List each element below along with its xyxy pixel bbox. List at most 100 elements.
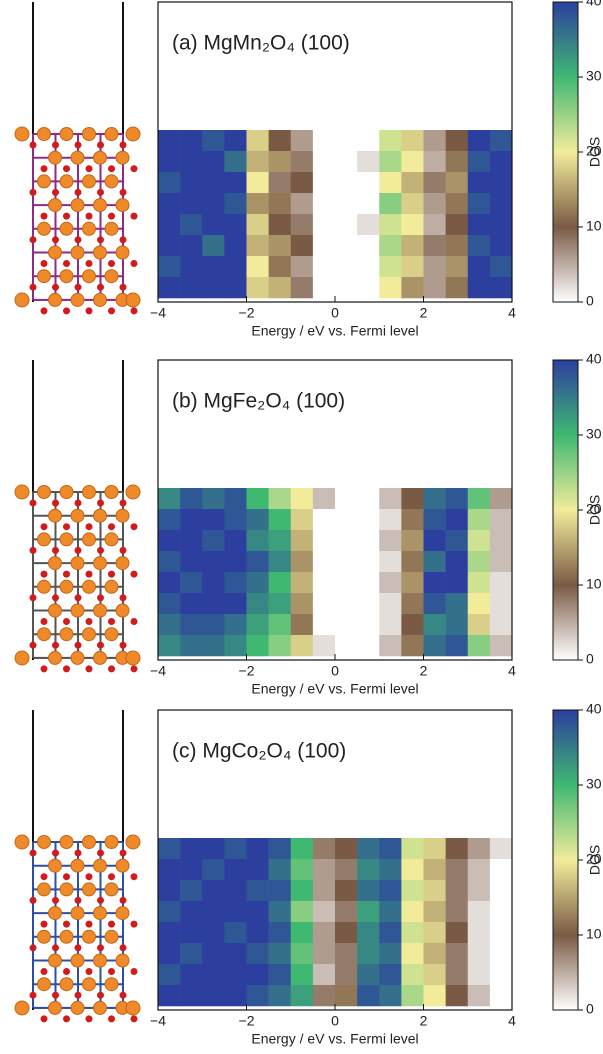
atom	[48, 1000, 62, 1015]
heat-cell	[335, 922, 358, 944]
heat-cell	[445, 922, 469, 944]
heat-cell	[445, 593, 469, 615]
heat-cell	[312, 130, 336, 152]
atom	[85, 618, 93, 625]
atom	[29, 594, 37, 602]
atom	[29, 499, 37, 507]
heat-cell	[423, 214, 446, 236]
heat-cell	[489, 235, 513, 257]
heat-cell	[224, 901, 247, 923]
atom	[74, 594, 82, 602]
heat-cell	[445, 880, 469, 902]
heat-cell	[158, 551, 181, 573]
heat-cell	[357, 985, 380, 1007]
heat-cell	[202, 256, 225, 278]
atom	[119, 594, 127, 602]
heat-cell	[401, 859, 424, 881]
heat-cell	[312, 256, 336, 278]
heat-cell	[268, 880, 292, 902]
heat-cell	[335, 151, 358, 173]
heat-cell	[467, 151, 491, 173]
heat-cell	[357, 635, 380, 657]
atom	[52, 594, 59, 602]
atom	[130, 307, 138, 315]
heat-cell	[489, 901, 513, 923]
atom	[115, 508, 130, 523]
colorbar-tick-label: 40	[586, 0, 602, 9]
heat-cell	[467, 130, 491, 152]
heat-cell	[335, 530, 358, 552]
atom	[82, 929, 96, 944]
x-tick-label: −2	[239, 305, 255, 321]
atom	[52, 188, 59, 196]
atom	[108, 920, 115, 928]
heat-cell	[180, 635, 203, 657]
atom	[130, 1015, 138, 1023]
atom	[48, 603, 62, 618]
heat-cell	[423, 635, 446, 657]
atom	[70, 245, 85, 260]
heat-cell	[312, 488, 336, 510]
heat-cell	[224, 838, 247, 860]
heat-cell	[202, 838, 225, 860]
heat-cell	[357, 488, 380, 510]
heat-cell	[445, 509, 469, 531]
atom	[37, 485, 51, 499]
heat-cell	[312, 943, 336, 965]
heat-cell	[445, 859, 469, 881]
atom	[119, 849, 127, 857]
atom	[104, 579, 119, 594]
atom	[48, 556, 62, 571]
heat-cell	[401, 922, 424, 944]
atom	[115, 906, 130, 921]
atom	[52, 283, 59, 291]
heat-cell	[246, 193, 269, 215]
atom	[63, 873, 70, 881]
heat-cell	[401, 530, 424, 552]
heat-cell	[202, 193, 225, 215]
heat-cell	[202, 130, 225, 152]
atom	[85, 260, 93, 267]
heat-cell	[268, 235, 292, 257]
heat-cell	[158, 572, 181, 594]
heat-cell	[335, 859, 358, 881]
atom	[130, 165, 138, 173]
heat-cell	[357, 214, 380, 236]
atom	[70, 603, 85, 618]
heat-cell	[224, 635, 247, 657]
atom	[85, 1015, 93, 1023]
heat-cell	[423, 235, 446, 257]
heat-cell	[423, 572, 446, 594]
atom	[93, 245, 107, 260]
x-tick-label: 4	[508, 663, 516, 679]
atom	[70, 953, 85, 968]
atom	[82, 485, 96, 499]
heat-cell	[158, 985, 181, 1007]
atom	[130, 618, 138, 625]
atom	[104, 882, 119, 897]
atom	[63, 618, 70, 625]
heat-cell	[158, 593, 181, 615]
heat-cell	[379, 277, 402, 299]
atom	[37, 627, 51, 642]
atom	[125, 292, 141, 308]
heat-cell	[246, 635, 269, 657]
heat-cell	[246, 614, 269, 636]
atom	[40, 165, 48, 173]
heat-cell	[312, 172, 336, 194]
heat-cell	[467, 214, 491, 236]
heat-cell	[467, 572, 491, 594]
atom	[59, 269, 74, 284]
heat-cell	[202, 509, 225, 531]
atom	[97, 499, 104, 507]
heat-cell	[180, 943, 203, 965]
atom	[74, 546, 82, 554]
heat-cell	[401, 172, 424, 194]
heat-cell	[202, 151, 225, 173]
colorbar-tick-label: 10	[586, 576, 602, 592]
atom	[48, 245, 62, 260]
heat-cell	[423, 593, 446, 615]
heat-cell	[268, 509, 292, 531]
atom	[52, 641, 59, 649]
heat-cell	[180, 880, 203, 902]
